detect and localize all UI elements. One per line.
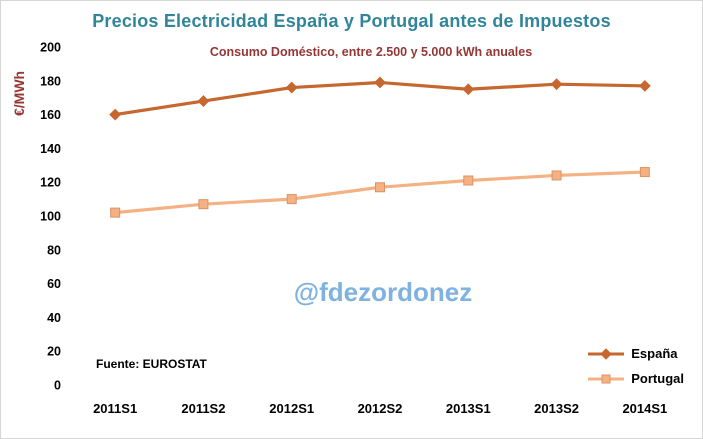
y-tick-label: 20 (47, 345, 61, 359)
watermark-text: @fdezordonez (293, 277, 473, 307)
y-tick-label: 180 (40, 74, 61, 88)
series-marker-1 (463, 175, 474, 186)
series-marker-0 (374, 76, 386, 89)
series-line-1 (114, 170, 645, 215)
y-tick-label: 140 (40, 142, 61, 156)
x-tick-label: 2012S1 (269, 401, 314, 416)
legend-item-0: España (587, 346, 684, 361)
series-marker-1 (639, 167, 650, 178)
series-marker-1 (198, 199, 209, 210)
series-marker-1 (110, 207, 121, 218)
y-tick-label: 80 (47, 243, 61, 257)
x-tick-label: 2013S1 (446, 401, 491, 416)
series-marker-0 (638, 79, 651, 92)
x-tick-label: 2011S1 (93, 401, 137, 416)
x-tick-label: 2013S2 (534, 401, 579, 416)
y-tick-label: 200 (40, 41, 61, 55)
legend-glyph-1 (601, 374, 611, 383)
y-tick-label: 160 (40, 108, 61, 122)
legend: España Portugal (587, 346, 684, 386)
series-marker-0 (550, 78, 563, 91)
series-marker-0 (197, 95, 210, 107)
y-tick-label: 0 (54, 379, 61, 393)
series-marker-0 (285, 81, 298, 94)
x-tick-label: 2014S1 (622, 401, 667, 416)
legend-marker-1 (588, 374, 625, 383)
source-note: Fuente: EUROSTAT (96, 357, 207, 371)
series-marker-1 (551, 170, 562, 181)
legend-label-0: España (631, 346, 678, 361)
y-tick-label: 40 (47, 311, 61, 325)
x-tick-label: 2012S2 (358, 401, 403, 416)
legend-item-1: Portugal (587, 371, 684, 386)
y-tick-label: 60 (47, 277, 61, 291)
series-marker-1 (375, 182, 385, 193)
y-axis-title: €/MWh (11, 70, 27, 116)
legend-glyph-0 (600, 347, 612, 360)
series-marker-0 (462, 83, 475, 96)
y-tick-label: 120 (40, 176, 61, 190)
legend-marker-0 (588, 347, 625, 360)
series-marker-0 (109, 108, 122, 121)
y-tick-label: 100 (40, 210, 61, 224)
legend-label-1: Portugal (631, 371, 684, 386)
chart-subtitle: Consumo Doméstico, entre 2.500 y 5.000 k… (209, 45, 533, 59)
chart-title: Precios Electricidad España y Portugal a… (92, 11, 611, 31)
x-tick-label: 2011S2 (181, 401, 225, 416)
series-marker-1 (286, 194, 297, 205)
